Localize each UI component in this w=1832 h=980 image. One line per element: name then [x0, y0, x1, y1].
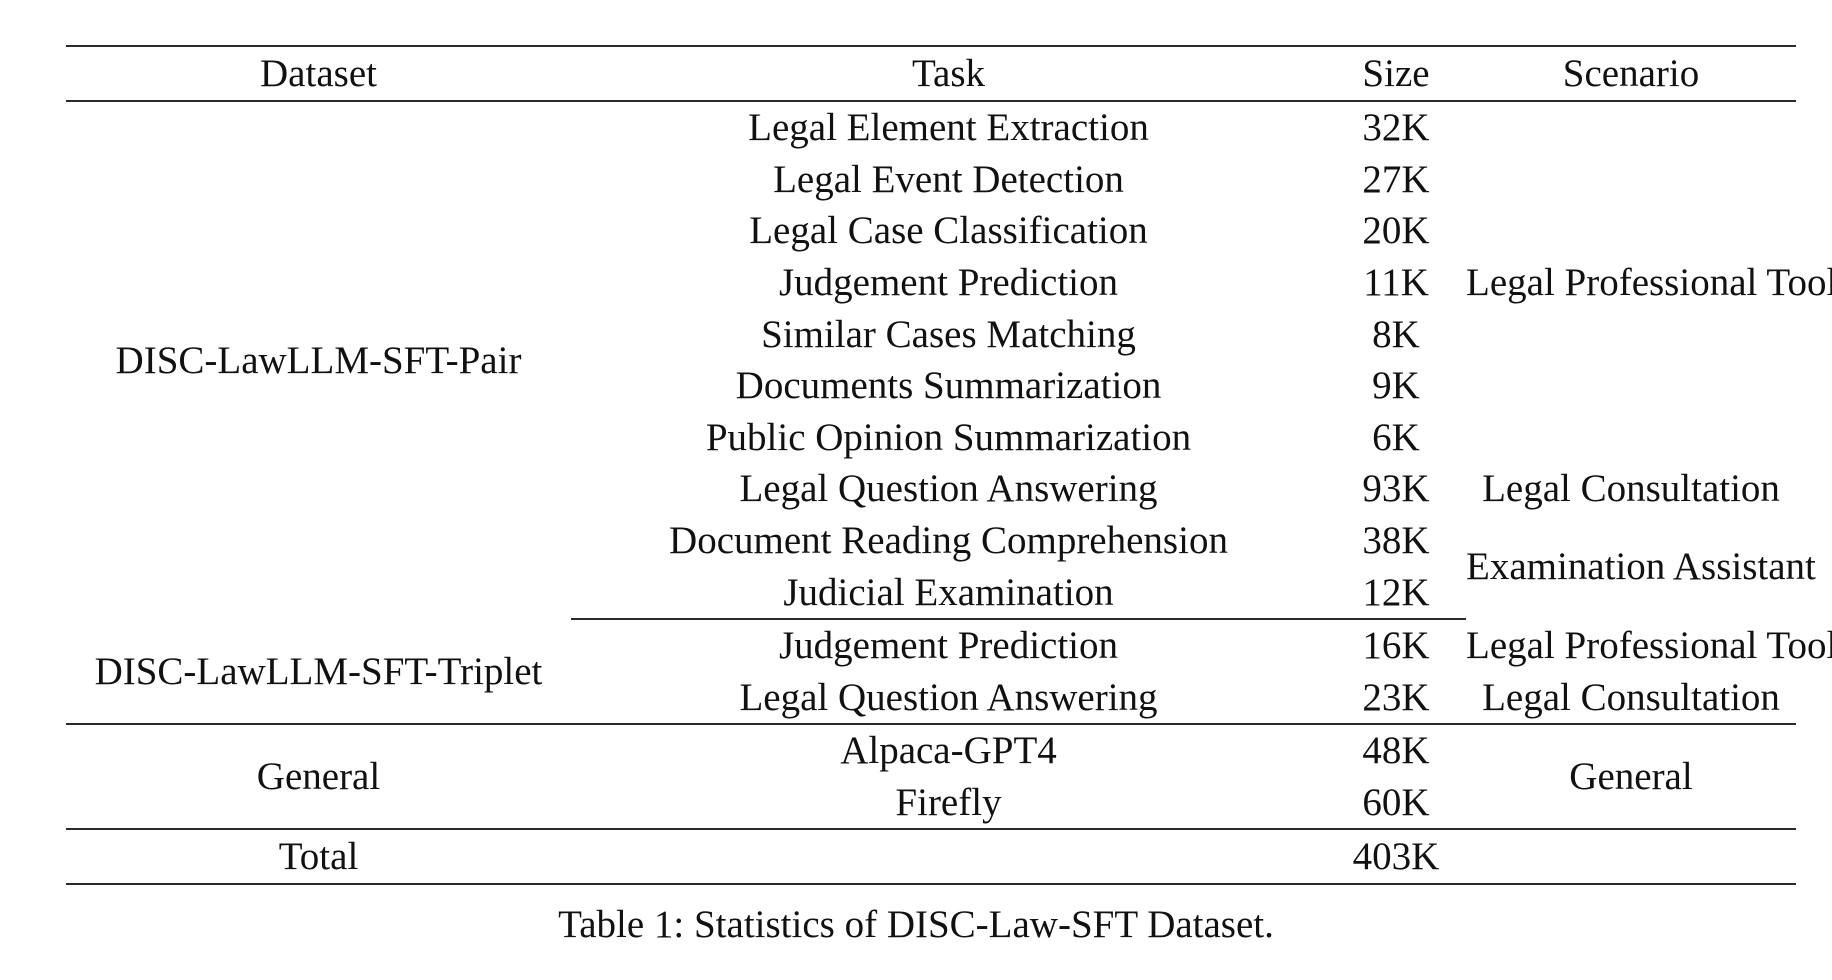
size-cell: 27K [1362, 157, 1430, 201]
table-row: Legal Question Answering 93K Legal Consu… [66, 463, 1796, 515]
size-cell: 9K [1372, 364, 1420, 408]
total-label: Total [66, 829, 571, 886]
size-cell: 38K [1362, 519, 1430, 563]
size-cell: 93K [1362, 467, 1430, 511]
task-cell: Legal Event Detection [773, 157, 1124, 201]
table-row: Similar Cases Matching 8K [66, 308, 1796, 360]
table-row: Public Opinion Summarization 6K [66, 412, 1796, 464]
size-cell: 20K [1362, 209, 1430, 253]
dataset-cell: General [66, 724, 571, 831]
scenario-cell: General [1466, 724, 1796, 831]
task-cell: Documents Summarization [735, 364, 1162, 408]
table-row: Judgement Prediction 11K [66, 257, 1796, 309]
size-cell: 23K [1326, 671, 1466, 726]
dataset-cell: DISC-LawLLM-SFT-Pair [115, 338, 522, 382]
table-row: Firefly 60K [66, 776, 1796, 831]
task-cell: Legal Question Answering [571, 671, 1326, 726]
scenario-cell: Legal Consultation [1466, 671, 1796, 726]
task-cell: Judgement Prediction [778, 261, 1119, 305]
size-cell: 48K [1362, 729, 1430, 773]
table-header-row: Dataset Task Size Scenario [66, 45, 1796, 102]
size-cell: 16K [1362, 624, 1430, 668]
task-cell: Alpaca-GPT4 [840, 729, 1057, 773]
table-row: Judicial Examination 12K [66, 566, 1796, 620]
task-cell: Legal Case Classification [749, 209, 1148, 253]
table-row: DISC-LawLLM-SFT-Pair Legal Element Extra… [66, 101, 1832, 380]
table-row: General Alpaca-GPT4 48K General [66, 724, 1796, 831]
task-cell: Similar Cases Matching [761, 312, 1136, 356]
scenario-cell: Legal Professional Tools [1466, 261, 1832, 305]
task-cell: Judgement Prediction [778, 624, 1119, 668]
size-cell: 32K [1362, 106, 1430, 150]
task-cell: Document Reading Comprehension [669, 519, 1228, 563]
size-cell: 60K [1326, 776, 1466, 831]
dataset-cell: DISC-LawLLM-SFT-Triplet [66, 618, 571, 726]
size-cell: 11K [1363, 261, 1429, 305]
task-cell: Legal Question Answering [739, 467, 1158, 511]
total-scenario-empty [1466, 829, 1796, 886]
size-cell: 6K [1372, 415, 1420, 459]
size-cell: 12K [1326, 566, 1466, 620]
header-scenario: Scenario [1466, 45, 1796, 102]
table-row: DISC-LawLLM-SFT-Triplet Judgement Predic… [66, 618, 1832, 726]
table-container: Dataset Task Size Scenario DISC-LawLLM-S… [66, 45, 1832, 886]
size-cell: 8K [1372, 312, 1420, 356]
total-size: 403K [1326, 829, 1466, 886]
table-caption: Table 1: Statistics of DISC-Law-SFT Data… [558, 903, 1274, 946]
statistics-table: Dataset Task Size Scenario DISC-LawLLM-S… [66, 45, 1832, 886]
header-task: Task [571, 45, 1326, 102]
task-cell: Legal Element Extraction [748, 106, 1149, 150]
table-row: Documents Summarization 9K [66, 360, 1796, 412]
scenario-cell: Legal Professional Tools [1466, 623, 1832, 667]
scenario-cell: Examination Assistant [1466, 545, 1816, 589]
table-row: Document Reading Comprehension 38K Exami… [66, 515, 1816, 586]
header-size: Size [1326, 45, 1466, 102]
table-row: Legal Case Classification 20K [66, 205, 1796, 257]
table-row: Legal Event Detection 27K [66, 154, 1796, 206]
task-cell: Public Opinion Summarization [705, 415, 1192, 459]
table-row: Legal Question Answering 23K Legal Consu… [66, 671, 1796, 726]
total-task-empty [571, 829, 1326, 886]
total-row: Total 403K [66, 829, 1796, 886]
header-dataset: Dataset [66, 45, 571, 102]
scenario-cell: Legal Consultation [1482, 467, 1780, 511]
task-cell: Firefly [571, 776, 1326, 831]
task-cell: Judicial Examination [571, 566, 1326, 620]
